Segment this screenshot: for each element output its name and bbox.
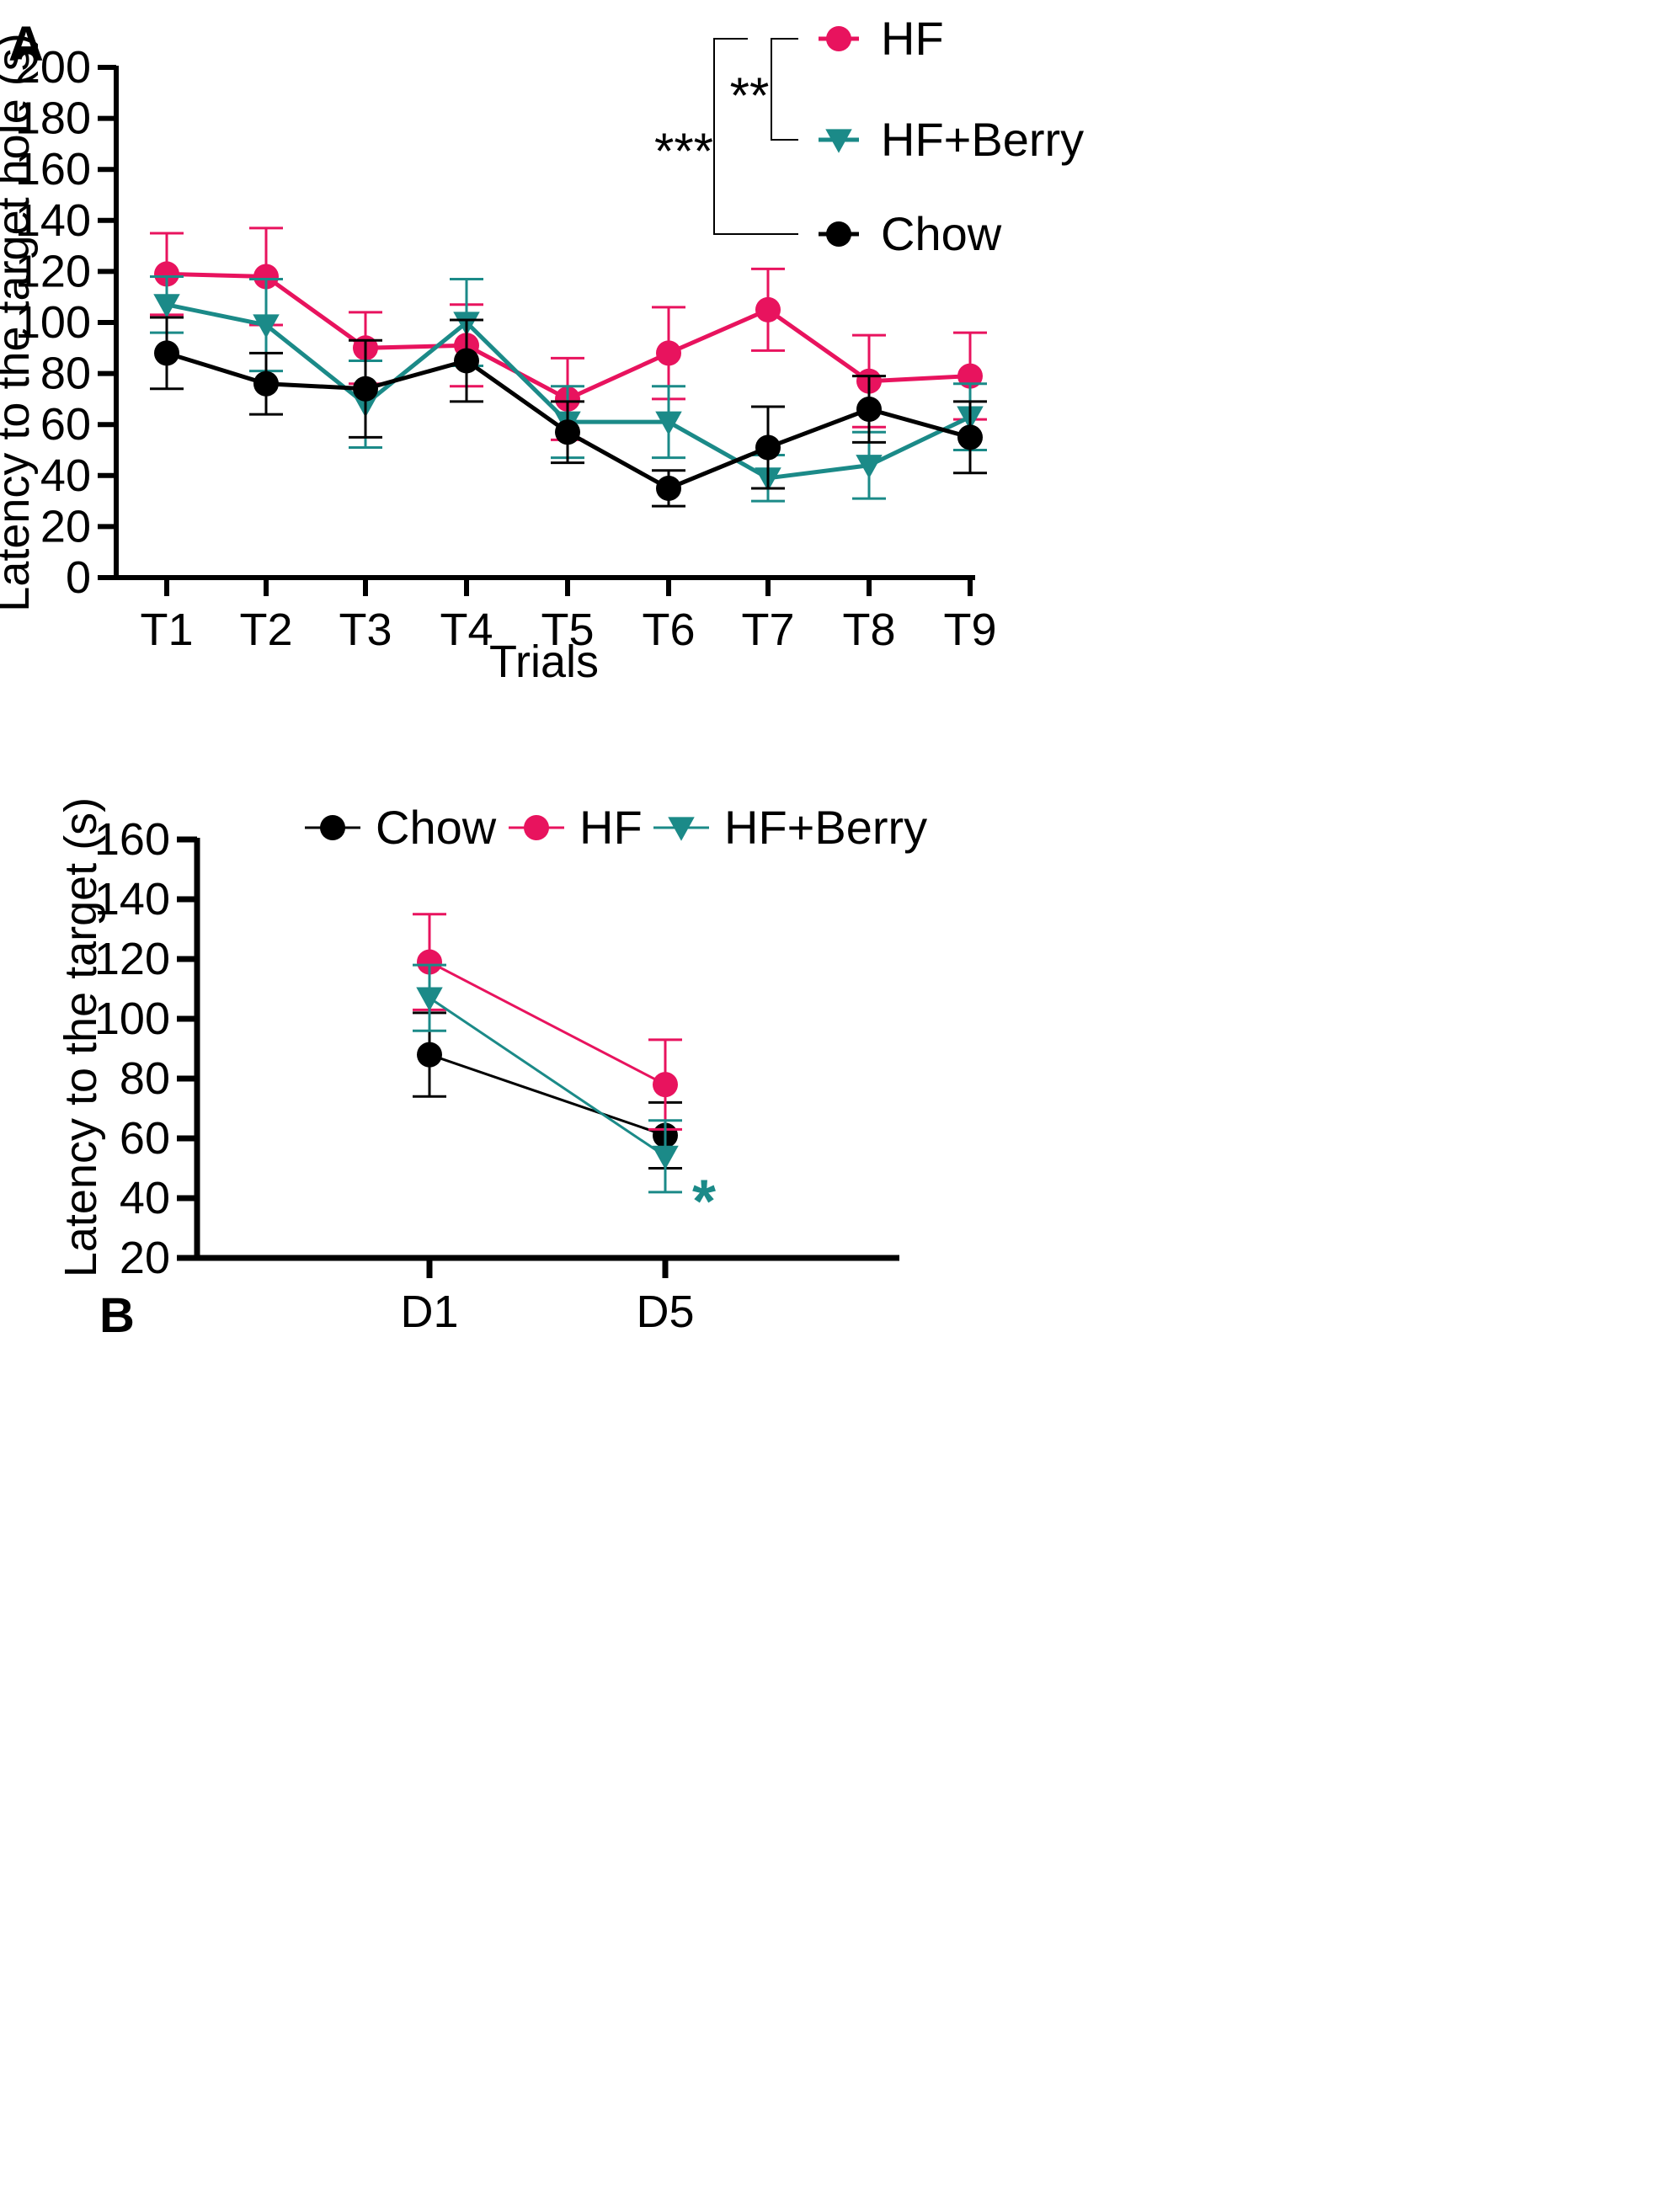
- panel-b-y-tick-label: 20: [120, 1233, 170, 1283]
- panel-a-y-tick-label: 40: [40, 450, 91, 501]
- panel-b-significance-star: *: [692, 1168, 716, 1235]
- panel-b-legend-marker: [668, 817, 695, 841]
- panel-a-data-point-chow: [555, 419, 580, 445]
- panel-a-legend-item-hf: HF: [819, 12, 944, 65]
- panel-a-data-point-hf: [656, 340, 681, 366]
- panel-a-legend-marker: [826, 26, 851, 51]
- panel-a-y-tick-label: 160: [15, 144, 91, 194]
- panel-b-y-tick-label: 40: [120, 1173, 170, 1223]
- panel-b-chart: Latency to the target (s) 20 40 60 80 100 120…: [56, 797, 927, 1337]
- panel-a-y-tick-label: 60: [40, 399, 91, 450]
- panel-a-significance-label: **: [730, 67, 770, 124]
- panel-b-legend-label: Chow: [376, 801, 497, 854]
- panel-a-x-tick-label: T7: [741, 605, 794, 655]
- panel-a-data-point-chow: [253, 370, 279, 397]
- panel-a-x-tick-label: T4: [440, 605, 493, 655]
- panel-a-legend: HF HF+Berry Chow: [819, 12, 1084, 260]
- panel-a-y-tick-label: 180: [15, 93, 91, 144]
- panel-a-series-chow: [150, 316, 987, 508]
- panel-a-y-tick-label: 140: [15, 195, 91, 246]
- panel-a-data-point-chow: [353, 376, 378, 402]
- panel-a-legend-label: Chow: [881, 207, 1002, 260]
- panel-a-bracket-hf-vs-chow: [713, 38, 798, 235]
- panel-b-data-point-hf: [653, 1072, 678, 1098]
- panel-b-y-tick-label: 100: [94, 994, 170, 1044]
- panel-b-data-point-chow: [417, 1042, 442, 1068]
- panel-b-legend-item-chow: Chow: [305, 801, 497, 854]
- panel-a-chart: Latency to the target hole (s) Trials 02…: [0, 12, 1084, 687]
- panel-a-x-axis-title: Trials: [489, 637, 599, 687]
- panel-b-letter: B: [99, 1288, 135, 1343]
- panel-a-data-point-chow: [154, 340, 179, 366]
- panel-a-data-point-chow: [957, 424, 983, 450]
- panel-a-significance-label: ***: [654, 123, 713, 179]
- panel-a-data-point-chow: [856, 397, 882, 423]
- panel-a-data-point-hf: [253, 264, 279, 290]
- panel-b-legend-item-hf: HF: [509, 801, 643, 854]
- panel-a-legend-marker: [826, 221, 851, 247]
- panel-b-legend-marker: [524, 815, 549, 840]
- panel-a-legend-marker: [825, 129, 852, 153]
- panel-b-y-tick-label: 140: [94, 874, 170, 924]
- panel-a-data-point-hf-berry: [153, 294, 180, 318]
- panel-a-data-point-hf-berry: [655, 411, 682, 435]
- panel-b-y-axis-title: Latency to the target (s): [56, 797, 106, 1277]
- panel-b-legend-marker: [320, 815, 345, 840]
- panel-b-x-tick-label: D5: [636, 1287, 694, 1337]
- panel-b-series-hf: [413, 913, 682, 1131]
- panel-a-legend-label: HF: [881, 12, 944, 65]
- panel-a-x-tick-label: T2: [239, 605, 292, 655]
- panel-a-x-tick-label: T5: [541, 605, 594, 655]
- panel-b-series-line-chow: [429, 1053, 666, 1137]
- panel-b-series-chow: [413, 1011, 682, 1170]
- panel-a-y-tick-label: 0: [66, 552, 91, 603]
- panel-a-y-axis-title: Latency to the target hole (s): [0, 33, 39, 611]
- panel-a-legend-item-chow: Chow: [819, 207, 1002, 260]
- panel-a-x-tick-label: T9: [943, 605, 996, 655]
- panel-a-data-point-hf: [154, 261, 179, 287]
- panel-a-data-point-hf: [957, 363, 983, 389]
- panel-a-y-tick-label: 200: [15, 42, 91, 93]
- panel-b-y-tick-label: 60: [120, 1113, 170, 1164]
- panel-a-y-tick-label: 120: [15, 246, 91, 296]
- panel-b-series-line-hf: [429, 961, 666, 1086]
- panel-a-data-point-chow: [755, 434, 781, 461]
- panel-a-data-point-hf-berry: [253, 314, 280, 338]
- panel-a-x-tick-label: T8: [842, 605, 895, 655]
- panel-a-data-point-chow: [656, 475, 681, 501]
- panel-a-y-tick-label: 20: [40, 501, 91, 551]
- panel-a-letter: A: [8, 17, 44, 72]
- panel-b-y-tick-label: 120: [94, 934, 170, 984]
- panel-a-bracket-hf-vs-hf-berry: [771, 38, 798, 141]
- panel-a-x-tick-label: T1: [140, 605, 193, 655]
- panel-b-legend-label: HF: [579, 801, 643, 854]
- panel-b-y-tick-label: 80: [120, 1053, 170, 1104]
- panel-a-y-tick-label: 80: [40, 349, 91, 399]
- panel-b-series-line-hf-berry: [429, 996, 666, 1158]
- panel-a-x-tick-label: T3: [339, 605, 392, 655]
- panel-a-x-tick-label: T6: [642, 605, 695, 655]
- panel-b-data-point-hf: [417, 949, 442, 975]
- panel-b-legend-label: HF+Berry: [724, 801, 927, 854]
- panel-a-legend-item-hf-berry: HF+Berry: [819, 113, 1084, 166]
- panel-b-y-tick-label: 160: [94, 814, 170, 865]
- panel-a-data-point-hf: [755, 296, 781, 322]
- panel-a-legend-label: HF+Berry: [881, 113, 1084, 166]
- panel-b-data-point-hf-berry: [416, 987, 443, 1011]
- panel-b-x-tick-label: D1: [400, 1287, 458, 1337]
- panel-b-data-point-hf-berry: [652, 1145, 679, 1170]
- panel-a-significance-brackets: [713, 38, 798, 235]
- panel-b-legend-item-hf-berry: HF+Berry: [653, 801, 927, 854]
- panel-b-series-hf-berry: [413, 963, 682, 1194]
- panel-a-data-point-chow: [454, 348, 479, 374]
- panel-a-data-point-hf-berry: [856, 455, 883, 479]
- panel-a-y-tick-label: 100: [15, 297, 91, 348]
- panel-b-legend: Chow HF HF+Berry: [305, 801, 927, 854]
